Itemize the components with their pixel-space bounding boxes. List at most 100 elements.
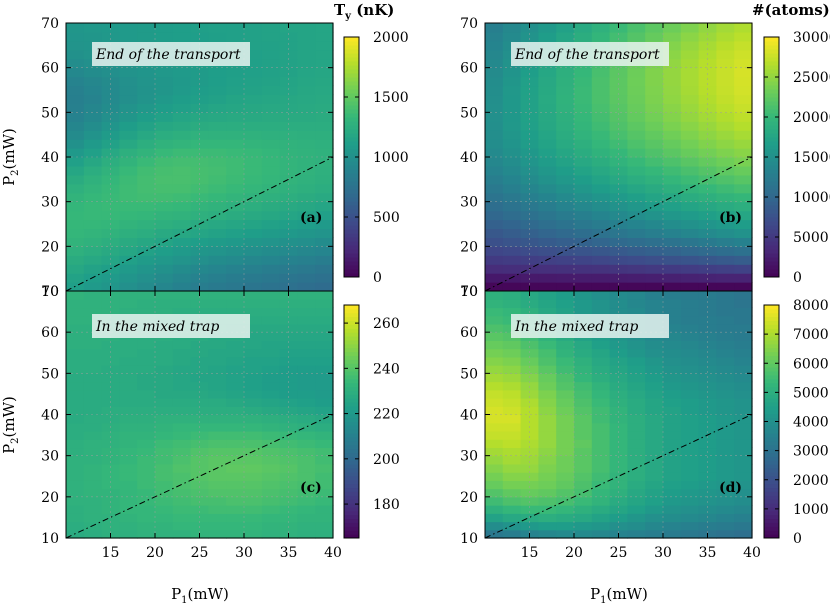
heatmap-cell [66, 49, 85, 60]
colorbar-segment [344, 347, 359, 353]
heatmap-cell [244, 332, 263, 341]
heatmap-cell [279, 488, 298, 498]
heatmap-cell [716, 112, 735, 122]
panel-label: (d) [719, 480, 742, 496]
heatmap-cell [663, 210, 682, 221]
heatmap-cell [680, 422, 700, 432]
heatmap-cell [556, 130, 575, 140]
heatmap-cell [119, 340, 138, 350]
heatmap-cell [663, 315, 682, 325]
heatmap-cell [627, 246, 646, 256]
heatmap-cell [66, 307, 85, 317]
heatmap-cell [574, 31, 593, 42]
colorbar-segment [344, 149, 359, 154]
heatmap-cell [155, 365, 174, 374]
heatmap-cell [680, 273, 700, 283]
heatmap-cell [502, 422, 522, 432]
heatmap-cell [297, 389, 316, 399]
heatmap-cell [538, 148, 557, 158]
heatmap-cell [716, 139, 735, 149]
heatmap-cell [591, 472, 611, 481]
colorbar-segment [344, 153, 359, 158]
heatmap-cell [627, 273, 646, 283]
heatmap-cell [226, 348, 245, 358]
heatmap-cell [172, 139, 192, 149]
heatmap-cell [734, 291, 753, 300]
heatmap-cell [663, 430, 682, 440]
y-tick-label: 50 [460, 105, 478, 121]
heatmap-cell [155, 513, 174, 523]
heatmap-cell [698, 40, 717, 51]
y-tick-label: 50 [41, 105, 59, 121]
heatmap-cell [502, 356, 522, 366]
heatmap-cell [680, 488, 700, 498]
heatmap-cell [645, 210, 664, 221]
heatmap-cell [297, 381, 316, 391]
heatmap-cell [556, 165, 575, 176]
heatmap-cell [172, 130, 192, 140]
heatmap-cell [119, 282, 138, 292]
heatmap-cell [680, 94, 700, 104]
heatmap-cell [101, 463, 120, 473]
heatmap-cell [226, 529, 245, 539]
heatmap-cell [137, 23, 156, 33]
heatmap-cell [716, 521, 735, 531]
heatmap-cell [663, 264, 682, 274]
heatmap-cell [101, 340, 120, 350]
heatmap-cell [261, 291, 281, 300]
heatmap-cell [315, 439, 334, 449]
heatmap-cell [137, 157, 156, 167]
heatmap-cell [101, 430, 120, 440]
heatmap-cell [83, 422, 103, 432]
heatmap-cell [297, 201, 316, 212]
colorbar-segment [764, 105, 779, 110]
colorbar-segment [344, 101, 359, 106]
heatmap-cell [244, 40, 263, 51]
heatmap-cell [538, 307, 557, 317]
heatmap-cell [574, 291, 593, 300]
heatmap-cell [716, 529, 735, 539]
colorbar-tick-label: 3000 [793, 444, 829, 460]
heatmap-cell [66, 356, 85, 366]
colorbar-segment [344, 41, 359, 46]
heatmap-cell [261, 237, 281, 247]
colorbar-segment [344, 213, 359, 218]
heatmap-cell [137, 447, 156, 457]
heatmap-cell [101, 174, 120, 185]
heatmap-cell [119, 76, 138, 87]
colorbar-segment [344, 201, 359, 206]
heatmap-cell [734, 488, 753, 498]
heatmap-cell [734, 505, 753, 514]
heatmap-cell [190, 463, 209, 473]
heatmap-cell [556, 505, 575, 514]
heatmap-cell [101, 505, 120, 514]
y-tick-label: 40 [460, 150, 478, 166]
colorbar-segment [764, 129, 779, 134]
heatmap-cell [83, 439, 103, 449]
heatmap-cell [663, 237, 682, 247]
colorbar-segment [764, 245, 779, 250]
heatmap-cell [155, 121, 174, 131]
heatmap-cell [680, 174, 700, 185]
heatmap-cell [261, 23, 281, 33]
heatmap-cell [538, 422, 557, 432]
heatmap-cell [645, 282, 664, 292]
colorbar-segment [344, 378, 359, 384]
heatmap-cell [172, 340, 192, 350]
y-tick-label: 30 [41, 195, 59, 211]
colorbar-segment [764, 339, 779, 345]
x-tick-label: 35 [280, 545, 298, 561]
heatmap-cell [734, 148, 753, 158]
heatmap-cell [226, 455, 245, 465]
heatmap-cell [101, 422, 120, 432]
heatmap-cell [716, 381, 735, 391]
colorbar-segment [344, 382, 359, 388]
heatmap-cell [155, 348, 174, 358]
heatmap-cell [591, 219, 611, 230]
heatmap-cell [101, 121, 120, 131]
heatmap-cell [591, 389, 611, 399]
heatmap-cell [155, 299, 174, 309]
colorbar-segment [764, 173, 779, 178]
heatmap-cell [137, 130, 156, 140]
heatmap-cell [119, 139, 138, 149]
